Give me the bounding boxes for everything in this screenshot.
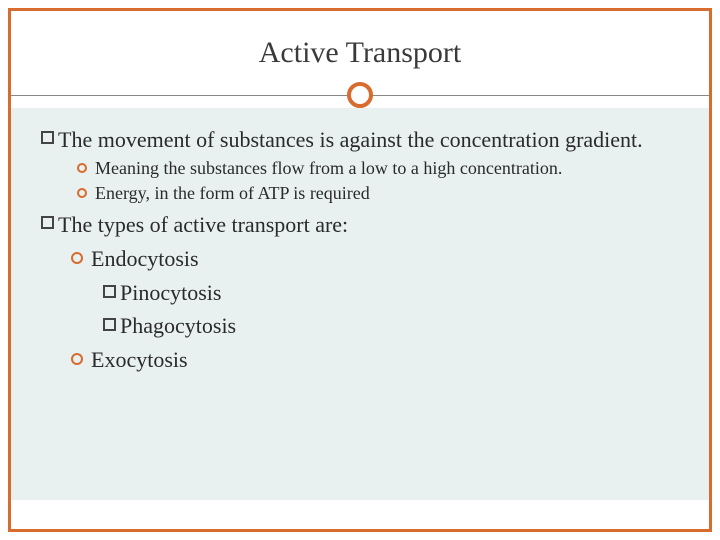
bullet-text: Phagocytosis: [120, 311, 236, 341]
bullet-item-1: The movement of substances is against th…: [41, 126, 679, 155]
bullet-item-1b: Energy, in the form of ATP is required: [77, 182, 679, 205]
square-bullet-icon: [103, 318, 116, 331]
bullet-text: Meaning the substances flow from a low t…: [95, 157, 562, 180]
bullet-item-2a2: Phagocytosis: [103, 311, 679, 341]
slide-title: Active Transport: [259, 36, 462, 70]
circle-bullet-icon: [71, 252, 83, 264]
bullet-text: Pinocytosis: [120, 278, 221, 308]
bullet-item-1a: Meaning the substances flow from a low t…: [77, 157, 679, 180]
square-bullet-icon: [41, 216, 54, 229]
bullet-text: Endocytosis: [91, 244, 199, 274]
square-bullet-icon: [103, 285, 116, 298]
bullet-text: The types of active transport are:: [58, 211, 348, 240]
circle-bullet-icon: [77, 188, 87, 198]
bullet-text: Energy, in the form of ATP is required: [95, 182, 370, 205]
bullet-text: Exocytosis: [91, 345, 188, 375]
circle-bullet-icon: [77, 163, 87, 173]
bullet-text: The movement of substances is against th…: [58, 126, 643, 155]
circle-ornament-icon: [347, 82, 373, 108]
bullet-item-2: The types of active transport are:: [41, 211, 679, 240]
content-area: The movement of substances is against th…: [11, 108, 709, 500]
circle-bullet-icon: [71, 353, 83, 365]
bullet-item-2a1: Pinocytosis: [103, 278, 679, 308]
bullet-item-2b: Exocytosis: [71, 345, 679, 375]
bullet-item-2a: Endocytosis: [71, 244, 679, 274]
square-bullet-icon: [41, 131, 54, 144]
